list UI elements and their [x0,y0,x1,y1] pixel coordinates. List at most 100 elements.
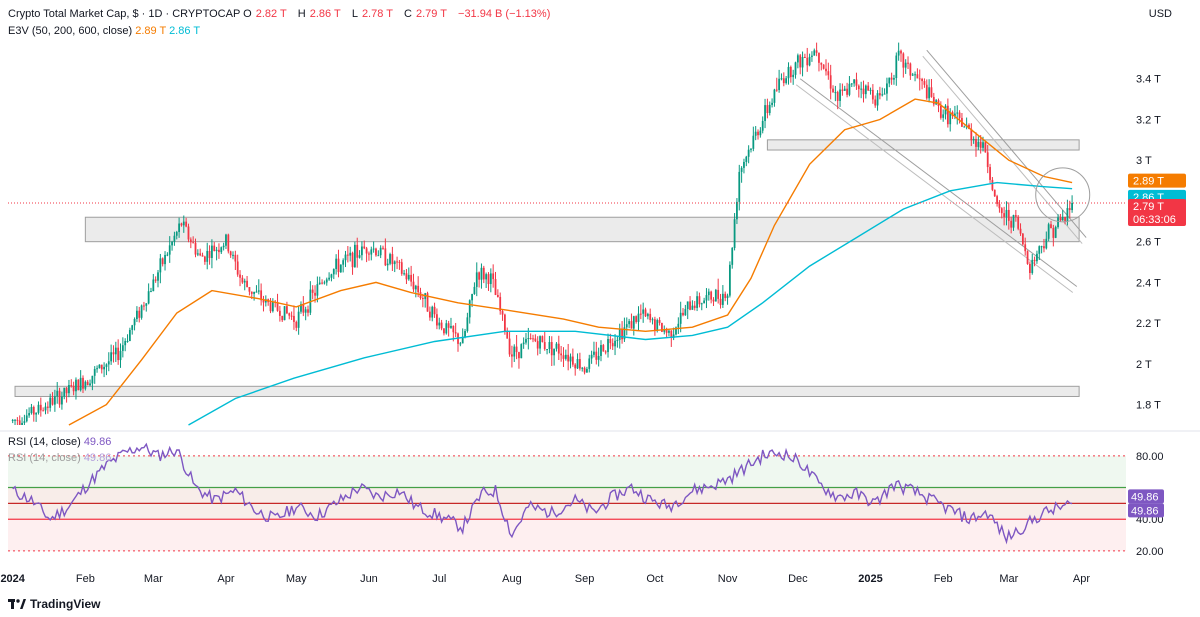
candle-body [283,306,286,321]
candle-body [70,385,73,387]
candle-body [721,293,724,305]
candle-body [124,341,127,346]
candle-body [269,302,272,312]
resistance-zone [84,216,1080,243]
candle-body [199,253,202,256]
price-tick-label: 2.2 T [1136,318,1161,330]
candle-body [696,296,698,308]
candle-body [984,142,987,153]
candle-body [332,268,335,275]
candle-body [475,272,478,287]
candle-body [143,305,145,307]
candle-body [1038,246,1041,254]
candle-body [480,267,483,280]
candle-body [506,331,509,339]
candle-body [567,354,570,362]
price-tick-label: 3.4 T [1136,74,1161,86]
candle-body [257,290,260,292]
ema200-value: 2.86 T [169,25,201,37]
candle-body [68,385,70,394]
candle-body [843,88,846,91]
upper-zone [766,139,1080,151]
candle-body [520,344,523,359]
candle-body [939,105,942,118]
candle-body [689,301,691,310]
time-tick-label: May [286,573,307,585]
candle-body [768,104,771,114]
rsi-band-lower [8,519,1126,551]
candle-body [201,255,204,257]
candle-body [829,75,832,89]
candle-body [900,50,902,54]
price-tick-label: 2.6 T [1136,237,1161,249]
candle-body [246,280,248,288]
candle-body [532,338,534,340]
candle-body [297,311,300,328]
candle-body [668,330,670,333]
candle-body [750,148,752,150]
candle-body [428,311,431,318]
candle-body [738,171,741,202]
candle-body [426,293,429,312]
candle-body [602,345,605,352]
candle-body [194,242,197,255]
time-tick-label: Nov [718,573,738,585]
candle-body [1000,208,1003,214]
candle-body [417,285,420,293]
rsi-legend-1: RSI (14, close) 49.86 [8,436,111,448]
currency-label[interactable]: USD [1148,8,1172,20]
candle-body [389,254,391,264]
candle-body [550,342,553,356]
candle-body [803,56,806,58]
candle-body [166,254,169,256]
candle-body [321,282,323,284]
candle-body [361,246,363,256]
candle-body [398,261,401,263]
candle-body [747,149,750,157]
candle-body [564,354,567,359]
candle-body [501,311,504,315]
candle-body [904,62,907,68]
candle-body [21,422,23,425]
candle-body [886,83,888,94]
ema-label: E3V (50, 200, 600, close) [8,25,133,37]
candle-body [25,415,28,422]
countdown-badge: 06:33:06 [1133,214,1176,226]
candle-body [492,273,495,280]
candle-body [820,62,823,65]
rsi-legend-2: RSI (14, close) 49.86 [8,452,111,464]
tradingview-icon [8,599,26,609]
candle-body [839,89,841,101]
time-tick-label: Mar [999,573,1018,585]
candle-body [229,251,232,256]
symbol-title: Crypto Total Market Cap, $ · 1D · CRYPTO… [8,8,241,20]
candle-body [351,252,354,268]
support-zone [14,385,1080,397]
candle-body [855,79,858,86]
candle-body [888,77,891,84]
candle-body [848,83,851,95]
candle-body [11,419,14,421]
candle-body [600,345,602,356]
tradingview-logo[interactable]: TradingView [8,597,100,611]
candle-body [825,68,827,72]
candle-body [445,323,448,334]
candle-body [103,366,105,370]
candle-body [968,124,970,129]
candle-body [126,341,129,343]
candle-body [726,295,729,299]
candle-body [438,322,441,326]
candle-body [679,312,682,324]
candle-body [302,304,305,313]
candle-body [503,314,506,332]
candle-body [1057,217,1059,228]
rsi-label: RSI (14, close) [8,436,81,448]
candle-body [801,56,804,68]
candle-body [813,50,816,56]
candle-body [218,249,220,253]
candle-body [766,105,769,114]
candle-body [1050,224,1052,228]
time-tick-label: Feb [934,573,953,585]
candle-body [1017,216,1020,229]
candle-body [18,420,21,425]
